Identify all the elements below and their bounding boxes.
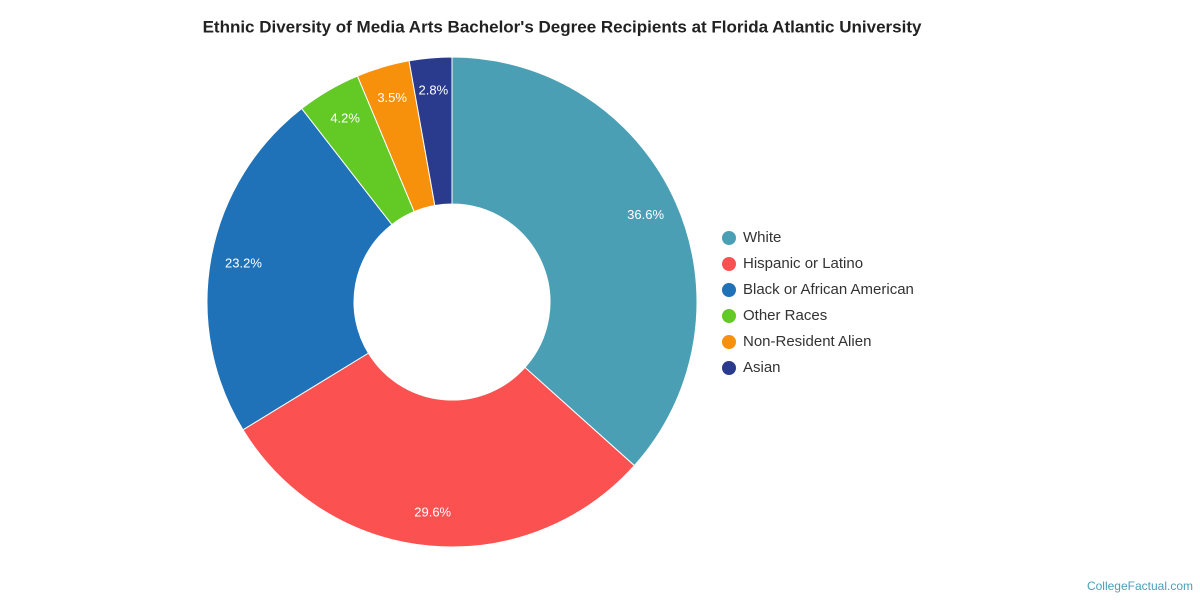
legend-marker	[722, 257, 736, 271]
legend-marker	[722, 335, 736, 349]
slice	[408, 56, 453, 207]
slice	[451, 56, 698, 467]
slice	[242, 352, 636, 548]
legend-marker	[722, 231, 736, 245]
slice-label: 4.2%	[330, 110, 360, 125]
slice-label: 3.5%	[377, 90, 407, 105]
legend-marker	[722, 361, 736, 375]
legend-marker	[722, 309, 736, 323]
slice-label: 29.6%	[414, 505, 451, 520]
legend-label: Other Races	[743, 307, 827, 324]
legend-label: Black or African American	[743, 281, 914, 298]
slice-label: 2.8%	[419, 82, 449, 97]
legend-label: Asian	[743, 359, 781, 376]
legend-label: Non-Resident Alien	[743, 333, 871, 350]
slice-label: 36.6%	[627, 207, 664, 222]
credit[interactable]: CollegeFactual.com	[1087, 579, 1193, 593]
slice	[206, 107, 393, 431]
slice-label: 23.2%	[225, 255, 262, 270]
legend-label: Hispanic or Latino	[743, 255, 863, 272]
legend-label: White	[743, 229, 781, 246]
legend-marker	[722, 283, 736, 297]
chart-title: Ethnic Diversity of Media Arts Bachelor'…	[203, 17, 922, 36]
